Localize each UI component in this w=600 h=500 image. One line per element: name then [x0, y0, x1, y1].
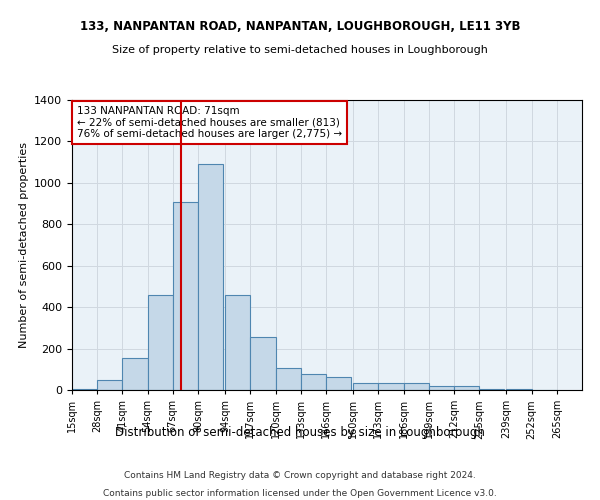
Bar [326, 376, 351, 390]
Text: Distribution of semi-detached houses by size in Loughborough: Distribution of semi-detached houses by … [115, 426, 485, 439]
Bar [479, 389, 505, 390]
Bar [454, 386, 479, 390]
Bar [198, 164, 223, 390]
Bar [97, 380, 122, 390]
Bar [404, 383, 429, 390]
Y-axis label: Number of semi-detached properties: Number of semi-detached properties [19, 142, 29, 348]
Bar [225, 294, 250, 390]
Bar [353, 383, 379, 390]
Bar [72, 389, 97, 390]
Bar [148, 294, 173, 390]
Bar [301, 374, 326, 390]
Bar [506, 389, 532, 390]
Bar [122, 358, 148, 390]
Bar [250, 337, 275, 390]
Bar [429, 386, 454, 390]
Text: Contains HM Land Registry data © Crown copyright and database right 2024.: Contains HM Land Registry data © Crown c… [124, 471, 476, 480]
Text: 133, NANPANTAN ROAD, NANPANTAN, LOUGHBOROUGH, LE11 3YB: 133, NANPANTAN ROAD, NANPANTAN, LOUGHBOR… [80, 20, 520, 33]
Text: Contains public sector information licensed under the Open Government Licence v3: Contains public sector information licen… [103, 488, 497, 498]
Text: 133 NANPANTAN ROAD: 71sqm
← 22% of semi-detached houses are smaller (813)
76% of: 133 NANPANTAN ROAD: 71sqm ← 22% of semi-… [77, 106, 342, 139]
Bar [379, 383, 404, 390]
Text: Size of property relative to semi-detached houses in Loughborough: Size of property relative to semi-detach… [112, 45, 488, 55]
Bar [275, 368, 301, 390]
Bar [173, 202, 198, 390]
